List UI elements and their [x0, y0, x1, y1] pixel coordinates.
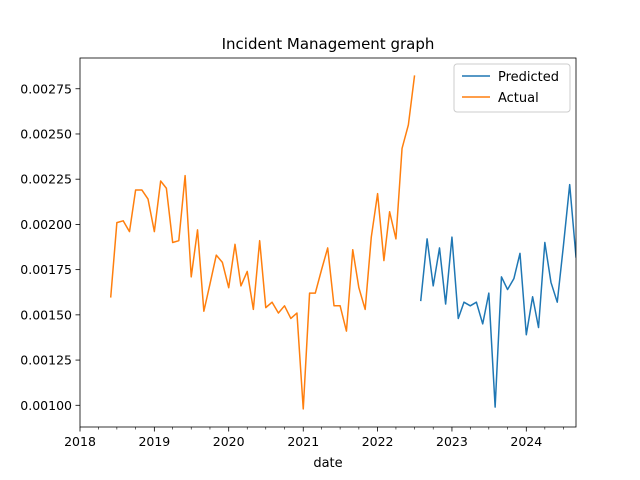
- x-tick-label: 2021: [287, 434, 319, 449]
- x-axis-label: date: [313, 456, 342, 471]
- axes-frame: [79, 57, 577, 428]
- y-tick-label: 0.00175: [20, 262, 72, 277]
- y-tick-label: 0.00200: [20, 217, 72, 232]
- y-tick-label: 0.00100: [20, 398, 72, 413]
- y-tick-label: 0.00250: [20, 126, 72, 141]
- y-tick-label: 0.00125: [20, 353, 72, 368]
- y-tick-label: 0.00275: [20, 81, 72, 96]
- x-axis-ticks: 2018 2019 2020 2021 2022 2023 2024: [64, 427, 564, 449]
- x-tick-label: 2023: [436, 434, 468, 449]
- series-line-actual: [109, 75, 416, 410]
- series-line-predicted: [419, 183, 576, 408]
- y-axis-ticks: 0.00100 0.00125 0.00150 0.00175 0.00200 0.002…: [20, 81, 80, 413]
- y-tick-label: 0.00150: [20, 307, 72, 322]
- chart-title: Incident Management graph: [222, 35, 435, 53]
- legend-label-predicted: Predicted: [498, 70, 559, 85]
- x-tick-label: 2019: [138, 434, 170, 449]
- legend-label-actual: Actual: [498, 91, 539, 106]
- x-tick-label: 2018: [64, 434, 96, 449]
- legend: Predicted Actual: [453, 63, 571, 113]
- plot-area: [79, 57, 577, 428]
- x-tick-label: 2020: [213, 434, 245, 449]
- x-tick-label: 2022: [362, 434, 394, 449]
- x-tick-label: 2024: [510, 434, 542, 449]
- y-tick-label: 0.00225: [20, 172, 72, 187]
